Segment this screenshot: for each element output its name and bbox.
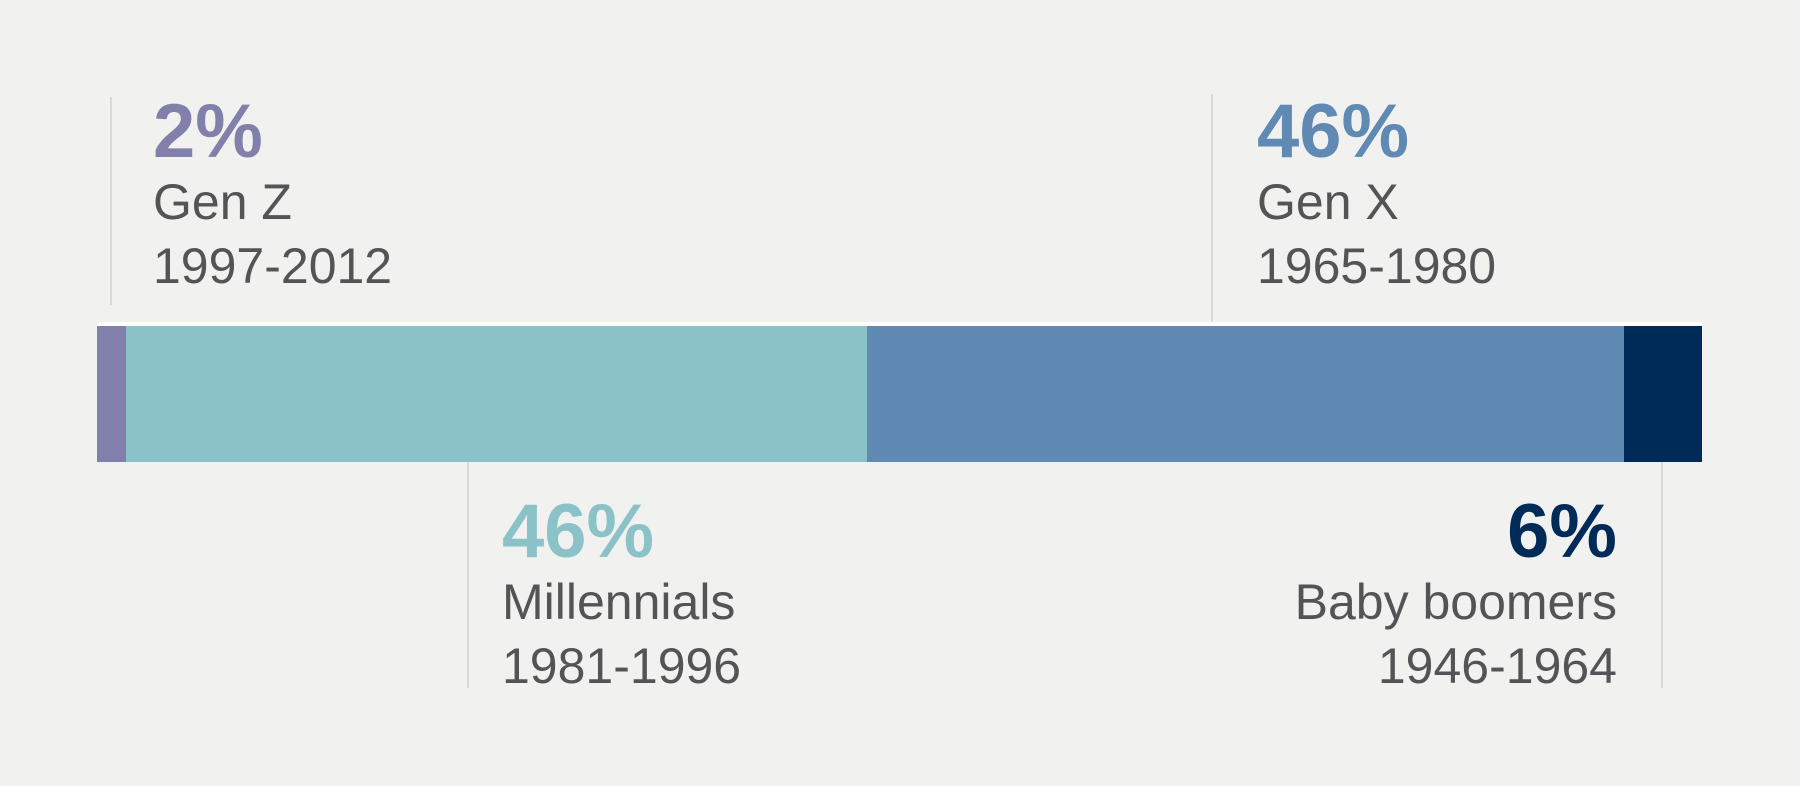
generation-name-baby-boomers: Baby boomers <box>1294 574 1617 630</box>
percent-value-millennials: 46% <box>502 489 655 574</box>
year-range-baby-boomers: 1946-1964 <box>1377 638 1617 694</box>
label-millennials: 46% Millennials 1981-1996 <box>502 494 741 698</box>
generation-name-millennials: Millennials <box>502 574 736 630</box>
stacked-bar <box>97 322 1702 462</box>
year-range-gen-z: 1997-2012 <box>153 238 393 294</box>
leader-line-gen-x <box>1211 94 1213 323</box>
label-gen-x: 46% Gen X 1965-1980 <box>1257 94 1496 298</box>
bar-segment-gen-x <box>867 326 1624 462</box>
percent-value-gen-x: 46% <box>1257 89 1410 174</box>
bar-segment-baby-boomers <box>1623 326 1702 462</box>
label-baby-boomers: 6% Baby boomers 1946-1964 <box>1295 494 1617 698</box>
generation-name-gen-x: Gen X <box>1257 174 1399 230</box>
leader-line-millennials <box>467 462 469 688</box>
year-range-gen-x: 1965-1980 <box>1257 238 1497 294</box>
year-range-millennials: 1981-1996 <box>502 638 742 694</box>
leader-line-baby-boomers <box>1661 462 1663 688</box>
percent-value-gen-z: 2% <box>153 89 263 174</box>
leader-line-gen-z <box>110 97 112 305</box>
label-gen-z: 2% Gen Z 1997-2012 <box>153 94 392 298</box>
bar-segment-millennials <box>126 326 868 462</box>
bar-segment-gen-z <box>97 326 127 462</box>
generation-name-gen-z: Gen Z <box>153 174 292 230</box>
percent-value-baby-boomers: 6% <box>1507 489 1617 574</box>
